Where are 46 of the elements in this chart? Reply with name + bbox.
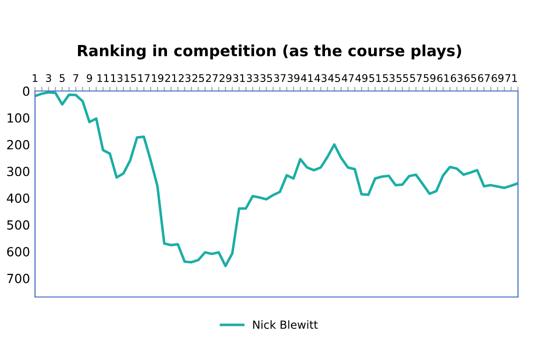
legend-label: Nick Blewitt — [253, 320, 318, 329]
x-tick-label: 51 — [369, 74, 381, 82]
chart-title: Ranking in competition (as the course plays) — [78, 44, 462, 60]
x-tick-label: 53 — [382, 74, 395, 82]
x-tick-label: 43 — [314, 74, 327, 82]
x-tick-label: 17 — [138, 74, 150, 82]
x-tick-label: 29 — [220, 74, 232, 82]
x-tick-label: 33 — [246, 74, 258, 82]
x-tick-label: 31 — [233, 74, 245, 82]
x-tick-label: 1 — [32, 74, 38, 82]
x-tick-label: 27 — [206, 74, 218, 82]
x-tick-label: 37 — [274, 74, 286, 82]
x-tick-label: 5 — [60, 74, 65, 82]
x-tick-label: 61 — [437, 74, 449, 82]
x-tick-label: 65 — [464, 74, 476, 82]
x-tick-label: 15 — [124, 74, 136, 82]
y-tick-label: 200 — [7, 140, 30, 150]
x-tick-label: 21 — [165, 74, 177, 82]
x-tick-label: 47 — [342, 74, 354, 82]
y-tick-label: 500 — [7, 220, 30, 230]
y-tick-label: 700 — [7, 274, 30, 284]
x-tick-label: 71 — [505, 74, 517, 82]
y-tick-label: 300 — [7, 166, 30, 176]
y-tick-label: 0 — [23, 86, 30, 96]
x-tick-label: 11 — [98, 74, 109, 82]
x-tick-label: 35 — [260, 74, 272, 82]
x-tick-label: 41 — [300, 74, 313, 82]
x-tick-label: 9 — [86, 74, 92, 82]
y-tick-label: 100 — [8, 113, 30, 123]
x-tick-label: 13 — [111, 74, 122, 82]
x-tick-label: 63 — [450, 74, 463, 82]
x-tick-label: 7 — [73, 74, 78, 82]
x-tick-label: 45 — [328, 74, 340, 82]
x-tick-label: 3 — [46, 74, 52, 82]
x-tick-label: 39 — [288, 74, 300, 82]
x-tick-label: 25 — [192, 74, 204, 82]
x-tick-label: 23 — [178, 74, 190, 82]
x-tick-label: 19 — [152, 74, 164, 82]
y-tick-label: 400 — [6, 193, 30, 203]
x-tick-label: 57 — [410, 74, 422, 82]
x-tick-label: 67 — [478, 74, 490, 82]
x-tick-label: 69 — [492, 74, 504, 82]
x-tick-label: 55 — [396, 74, 408, 82]
x-tick-label: 59 — [424, 74, 436, 82]
y-tick-label: 600 — [7, 246, 30, 256]
x-tick-label: 49 — [355, 74, 368, 82]
